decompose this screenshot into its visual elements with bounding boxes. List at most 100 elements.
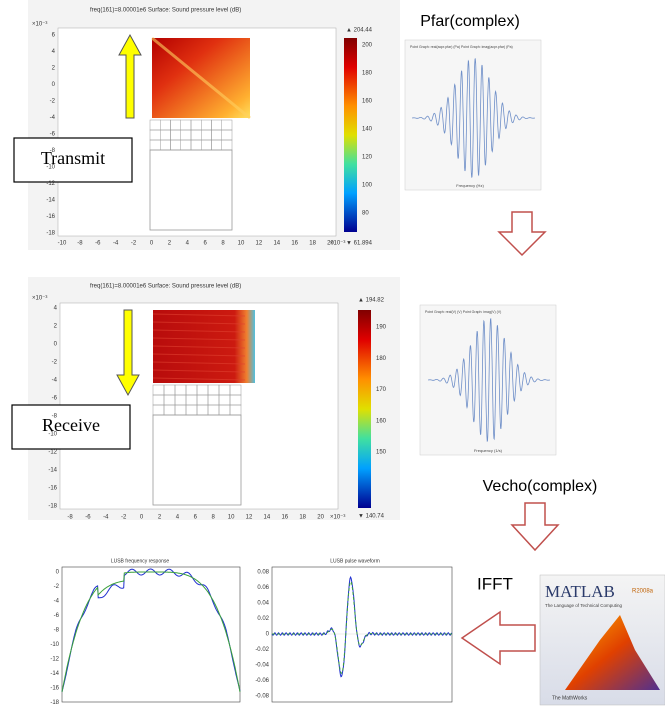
y-tick-label: -16 — [46, 214, 55, 220]
pfar-xlabel: Frequency (Hz) — [456, 183, 484, 188]
transmit-arrow — [118, 33, 142, 119]
stripe — [152, 313, 246, 317]
x-tick-label: 2 — [158, 515, 162, 521]
x-tick-label: 0 — [140, 515, 144, 521]
colorbar — [344, 38, 357, 232]
y-tick-label: -14 — [46, 198, 55, 204]
y-tick-label: -6 — [52, 396, 58, 402]
y-tick-label: 0 — [52, 82, 56, 88]
y-tick-label: -16 — [50, 686, 59, 692]
pfar-plot — [404, 39, 542, 191]
x-tick-label: 20 — [317, 515, 324, 521]
y-tick-label: 0 — [56, 570, 60, 576]
matlab-logo — [565, 615, 660, 690]
pfar-label: Pfar(complex) — [420, 13, 520, 30]
y-tick-label: -2 — [50, 99, 56, 105]
substrate — [149, 149, 233, 231]
x-tick-label: -8 — [77, 241, 83, 247]
y-tick-label: -18 — [50, 700, 59, 706]
colorbar — [358, 310, 371, 508]
y-exponent: ×10⁻³ — [32, 22, 47, 28]
y-exponent: ×10⁻³ — [32, 296, 47, 302]
y-tick-label: 4 — [52, 49, 56, 55]
x-tick-label: 4 — [176, 515, 180, 521]
y-tick-label: -12 — [50, 657, 59, 663]
x-tick-label: 16 — [291, 241, 298, 247]
x-tick-label: 16 — [281, 515, 288, 521]
y-tick-label: -10 — [48, 432, 57, 438]
x-tick-label: 20 — [327, 241, 334, 247]
simulated-curve — [61, 571, 241, 693]
y-tick-label: -8 — [52, 414, 58, 420]
x-tick-label: 8 — [221, 241, 225, 247]
down-arrow — [497, 211, 547, 257]
stripe — [152, 329, 246, 333]
stripe — [152, 361, 246, 365]
colorbar-tick-label: 150 — [376, 450, 387, 456]
field-stripes — [152, 313, 246, 381]
y-tick-label: 0.02 — [257, 616, 269, 622]
down-arrow — [510, 502, 560, 552]
freq-response-plot — [61, 566, 241, 703]
colorbar-tick-label: 180 — [362, 71, 373, 77]
colorbar-tick-label: 160 — [362, 99, 373, 105]
y-tick-label: -16 — [48, 486, 57, 492]
x-tick-label: 4 — [186, 241, 190, 247]
y-tick-label: 6 — [52, 33, 56, 39]
field-beam — [151, 36, 251, 120]
y-tick-label: -4 — [54, 599, 60, 605]
y-tick-label: -8 — [54, 628, 60, 634]
x-tick-label: -6 — [85, 515, 91, 521]
pfar-waveform — [412, 58, 535, 178]
colorbar-tick-label: 170 — [376, 387, 387, 393]
colorbar-tick-label: 140 — [362, 127, 373, 133]
colorbar-tick-label: 190 — [376, 325, 387, 331]
y-tick-label: 2 — [54, 324, 58, 330]
x-tick-label: -2 — [121, 515, 127, 521]
x-exponent: ×10⁻³ — [330, 515, 345, 521]
x-tick-label: -4 — [113, 241, 119, 247]
matlab-tagline: The Language of Technical Computing — [545, 603, 622, 608]
y-tick-label: -4 — [50, 115, 56, 121]
y-tick-label: -14 — [50, 671, 59, 677]
x-tick-label: 0 — [150, 241, 154, 247]
x-tick-label: -2 — [131, 241, 137, 247]
stripe — [152, 353, 246, 357]
y-tick-label: -0.02 — [255, 647, 269, 653]
x-tick-label: 2 — [168, 241, 172, 247]
colorbar-min: ▼ 140.74 — [358, 514, 385, 520]
substrate — [152, 414, 242, 506]
freq-response-title: LUSB frequency response — [111, 558, 170, 564]
y-tick-label: -18 — [48, 504, 57, 510]
colorbar-tick-label: 180 — [376, 356, 387, 362]
ifft-label: IFFT — [477, 574, 513, 593]
y-tick-label: -12 — [46, 181, 55, 187]
x-tick-label: 6 — [204, 241, 208, 247]
simulated-pulse — [272, 581, 452, 675]
stripe — [152, 345, 246, 349]
vecho-waveform — [428, 318, 550, 442]
stripe — [152, 321, 246, 325]
y-tick-label: -12 — [48, 450, 57, 456]
y-tick-label: 0.06 — [257, 585, 269, 591]
x-tick-label: 6 — [194, 515, 198, 521]
y-tick-label: -0.08 — [255, 694, 269, 700]
label-box — [11, 404, 131, 450]
x-tick-label: -6 — [95, 241, 101, 247]
receive-arrow — [116, 309, 140, 397]
y-tick-label: 0.08 — [257, 570, 269, 576]
receive-label: Receive — [42, 415, 100, 435]
y-tick-label: -10 — [46, 165, 55, 171]
colorbar-max: ▲ 204.44 — [346, 28, 373, 34]
vecho-label: Vecho(complex) — [483, 478, 598, 495]
plot-title: freq(161)=8.00001e6 Surface: Sound press… — [90, 8, 241, 14]
matlab-name: MATLAB — [545, 582, 615, 601]
stripe — [152, 337, 246, 341]
y-tick-label: -0.04 — [255, 663, 269, 669]
vecho-xlabel: Frequency (1/s) — [474, 448, 503, 453]
x-tick-label: 12 — [256, 241, 263, 247]
colorbar-tick-label: 160 — [376, 418, 387, 424]
transmit-label: Transmit — [41, 148, 105, 168]
x-tick-label: 18 — [299, 515, 306, 521]
